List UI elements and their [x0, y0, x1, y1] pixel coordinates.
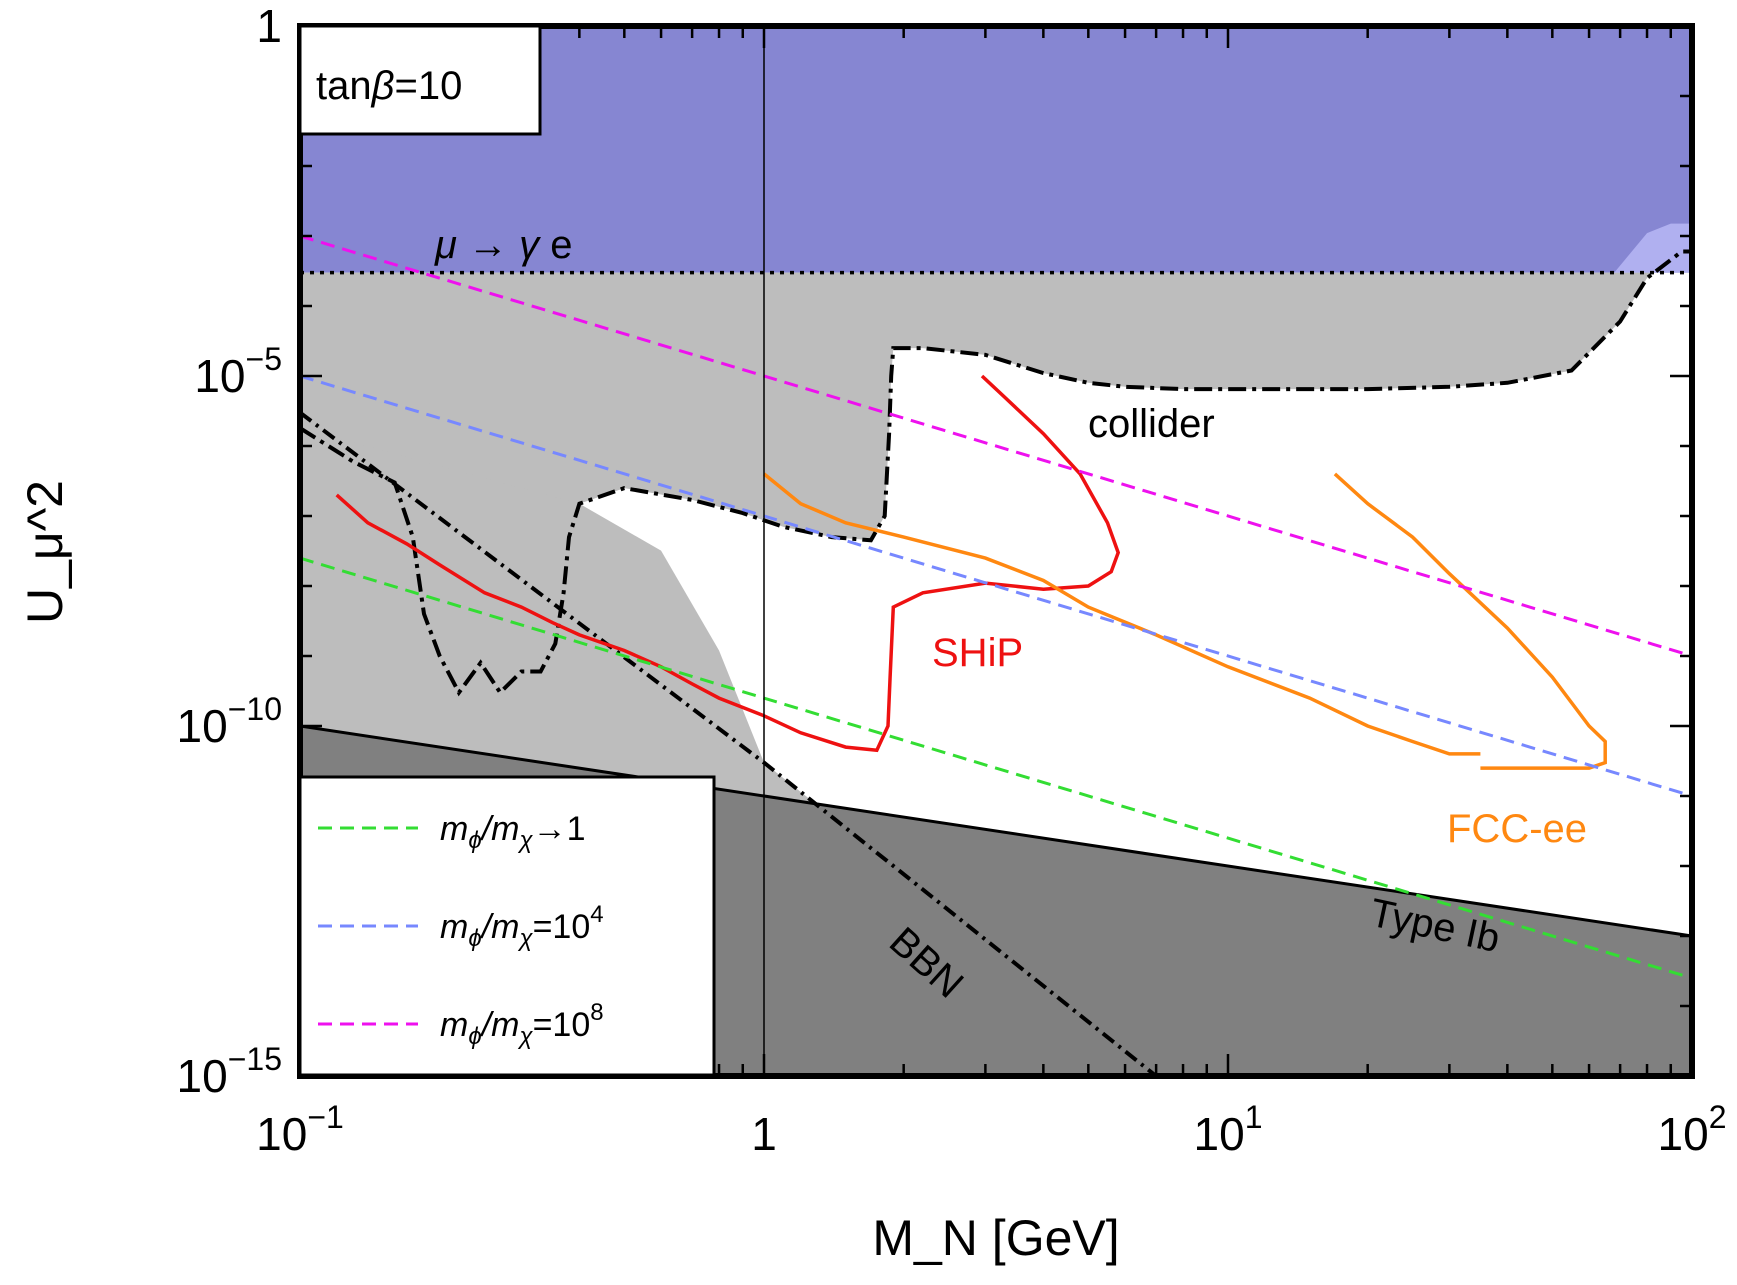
label-collider: collider [1088, 402, 1215, 446]
tan-beta-label: tanβ=10 [316, 64, 462, 108]
label-ship: SHiP [932, 631, 1023, 675]
plot-frame [297, 23, 1695, 1079]
legend-label-ratio-1e4: mϕ/mχ=104 [440, 901, 604, 952]
region-collider [300, 251, 1692, 693]
legend-entry-ratio-1: mϕ/mχ→1 [318, 810, 586, 854]
y-axis-title: U_μ^2 [17, 480, 73, 624]
legend: mϕ/mχ→1 mϕ/mχ=104 mϕ/mχ=108 [298, 775, 716, 1077]
boundary-type-ib [300, 724, 1692, 938]
label-fcc-ee: FCC-ee [1447, 807, 1587, 851]
series-fcc-ee-1 [762, 472, 1481, 756]
legend-label-ratio-1: mϕ/mχ→1 [440, 810, 586, 854]
x-tick-labels: 10−1 1 101 102 [256, 1099, 1726, 1160]
series-m-phi-m-chi-10-8 [300, 234, 1692, 658]
y-tick-label: 1 [256, 0, 282, 52]
label-mu-gamma-e: μ → γ e [434, 223, 573, 267]
series-ship [335, 374, 1121, 753]
y-tick-label: 10−10 [177, 691, 282, 752]
x-tick-label: 1 [751, 1108, 777, 1160]
region-mu-gamma-e [300, 26, 1692, 273]
y-tick-label: 10−15 [177, 1041, 282, 1102]
series-m-phi-m-chi-10-4 [300, 374, 1692, 798]
y-tick-labels: 1 10−5 10−10 10−15 [177, 0, 282, 1102]
tan-beta-box: tanβ=10 [298, 24, 542, 136]
region-mu-gamma-e-edge [1614, 223, 1692, 273]
x-tick-label: 102 [1658, 1099, 1727, 1160]
plot-area [300, 26, 1692, 1076]
series-lines [300, 234, 1692, 980]
x-tick-label: 10−1 [256, 1099, 344, 1160]
legend-label-ratio-1e8: mϕ/mχ=108 [440, 999, 604, 1050]
series-m-phi-m-chi-1 [300, 556, 1692, 980]
legend-entry-ratio-1e8: mϕ/mχ=108 [318, 999, 604, 1050]
x-tick-label: 101 [1194, 1099, 1263, 1160]
series-fcc-ee-2 [1333, 472, 1607, 770]
y-tick-label: 10−5 [194, 341, 282, 402]
legend-entry-ratio-1e4: mϕ/mχ=104 [318, 901, 604, 952]
boundary-collider [300, 249, 1692, 697]
x-axis-title: M_N [GeV] [872, 1210, 1119, 1266]
